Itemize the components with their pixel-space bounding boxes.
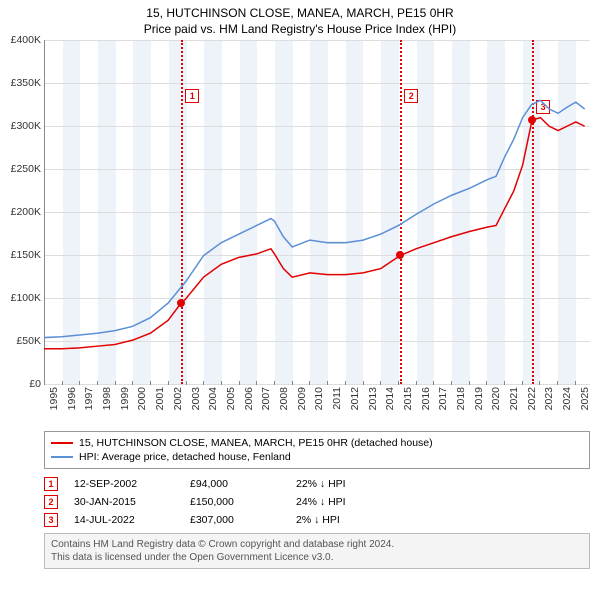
x-axis-label: 2018 (455, 387, 467, 410)
x-axis-label: 2008 (278, 387, 290, 410)
footer-line: This data is licensed under the Open Gov… (51, 551, 583, 564)
x-axis-label: 2011 (331, 387, 343, 410)
y-axis-label: £0 (29, 378, 41, 390)
x-axis-label: 2006 (243, 387, 255, 410)
event-row: 1 12-SEP-2002 £94,000 22% ↓ HPI (44, 475, 590, 493)
event-delta: 24% ↓ HPI (296, 496, 346, 508)
event-date: 30-JAN-2015 (74, 496, 174, 508)
x-axis-label: 2016 (420, 387, 432, 410)
y-axis-label: £100K (11, 292, 41, 304)
x-axis-label: 1997 (83, 387, 95, 410)
x-axis-label: 2009 (296, 387, 308, 410)
event-date: 14-JUL-2022 (74, 514, 174, 526)
event-price: £150,000 (190, 496, 280, 508)
x-axis-label: 2004 (207, 387, 219, 410)
event-index: 3 (44, 513, 58, 527)
series-hpi (44, 100, 585, 337)
y-axis-label: £400K (11, 34, 41, 46)
x-axis-label: 1999 (119, 387, 131, 410)
event-price: £94,000 (190, 478, 280, 490)
x-axis-label: 2015 (402, 387, 414, 410)
legend-row: HPI: Average price, detached house, Fenl… (51, 450, 583, 464)
event-delta: 2% ↓ HPI (296, 514, 340, 526)
event-row: 3 14-JUL-2022 £307,000 2% ↓ HPI (44, 511, 590, 529)
x-axis-label: 2023 (543, 387, 555, 410)
x-axis-label: 2020 (490, 387, 502, 410)
y-axis-label: £300K (11, 120, 41, 132)
x-axis-label: 1995 (48, 387, 60, 410)
event-date: 12-SEP-2002 (74, 478, 174, 490)
x-axis-label: 2025 (579, 387, 591, 410)
y-axis-label: £200K (11, 206, 41, 218)
x-axis-label: 2000 (136, 387, 148, 410)
x-axis-label: 1998 (101, 387, 113, 410)
event-price: £307,000 (190, 514, 280, 526)
attribution-footer: Contains HM Land Registry data © Crown c… (44, 533, 590, 569)
series-property (44, 118, 585, 349)
x-axis-label: 2022 (526, 387, 538, 410)
y-axis-label: £250K (11, 163, 41, 175)
footer-line: Contains HM Land Registry data © Crown c… (51, 538, 583, 551)
legend-swatch (51, 456, 73, 458)
chart-container: 15, HUTCHINSON CLOSE, MANEA, MARCH, PE15… (0, 6, 600, 596)
legend-label: HPI: Average price, detached house, Fenl… (79, 451, 291, 463)
chart-plot-area: £0£50K£100K£150K£200K£250K£300K£350K£400… (44, 40, 590, 385)
x-axis-label: 2010 (313, 387, 325, 410)
chart-title: 15, HUTCHINSON CLOSE, MANEA, MARCH, PE15… (0, 6, 600, 20)
legend-label: 15, HUTCHINSON CLOSE, MANEA, MARCH, PE15… (79, 437, 433, 449)
x-axis-label: 2003 (190, 387, 202, 410)
events-table: 1 12-SEP-2002 £94,000 22% ↓ HPI 2 30-JAN-2015… (44, 475, 590, 529)
x-axis-label: 2002 (172, 387, 184, 410)
legend-swatch (51, 442, 73, 444)
event-index: 2 (44, 495, 58, 509)
x-axis-labels: 1995 1996 1997 1998 1999 2000 2001 2002 2003 2004… (44, 385, 590, 425)
event-delta: 22% ↓ HPI (296, 478, 346, 490)
x-axis-label: 2014 (384, 387, 396, 410)
event-index: 1 (44, 477, 58, 491)
y-axis-label: £150K (11, 249, 41, 261)
legend: 15, HUTCHINSON CLOSE, MANEA, MARCH, PE15… (44, 431, 590, 469)
x-axis-label: 2024 (561, 387, 573, 410)
x-axis-label: 2017 (437, 387, 449, 410)
chart-subtitle: Price paid vs. HM Land Registry's House … (0, 22, 600, 36)
y-axis-label: £50K (16, 335, 41, 347)
x-axis-label: 2005 (225, 387, 237, 410)
x-axis-label: 2007 (260, 387, 272, 410)
x-axis-label: 2021 (508, 387, 520, 410)
x-axis-label: 2013 (367, 387, 379, 410)
x-axis-label: 1996 (66, 387, 78, 410)
x-axis-label: 2019 (473, 387, 485, 410)
event-row: 2 30-JAN-2015 £150,000 24% ↓ HPI (44, 493, 590, 511)
x-axis-label: 2001 (154, 387, 166, 410)
legend-row: 15, HUTCHINSON CLOSE, MANEA, MARCH, PE15… (51, 436, 583, 450)
y-axis-label: £350K (11, 77, 41, 89)
x-axis-label: 2012 (349, 387, 361, 410)
